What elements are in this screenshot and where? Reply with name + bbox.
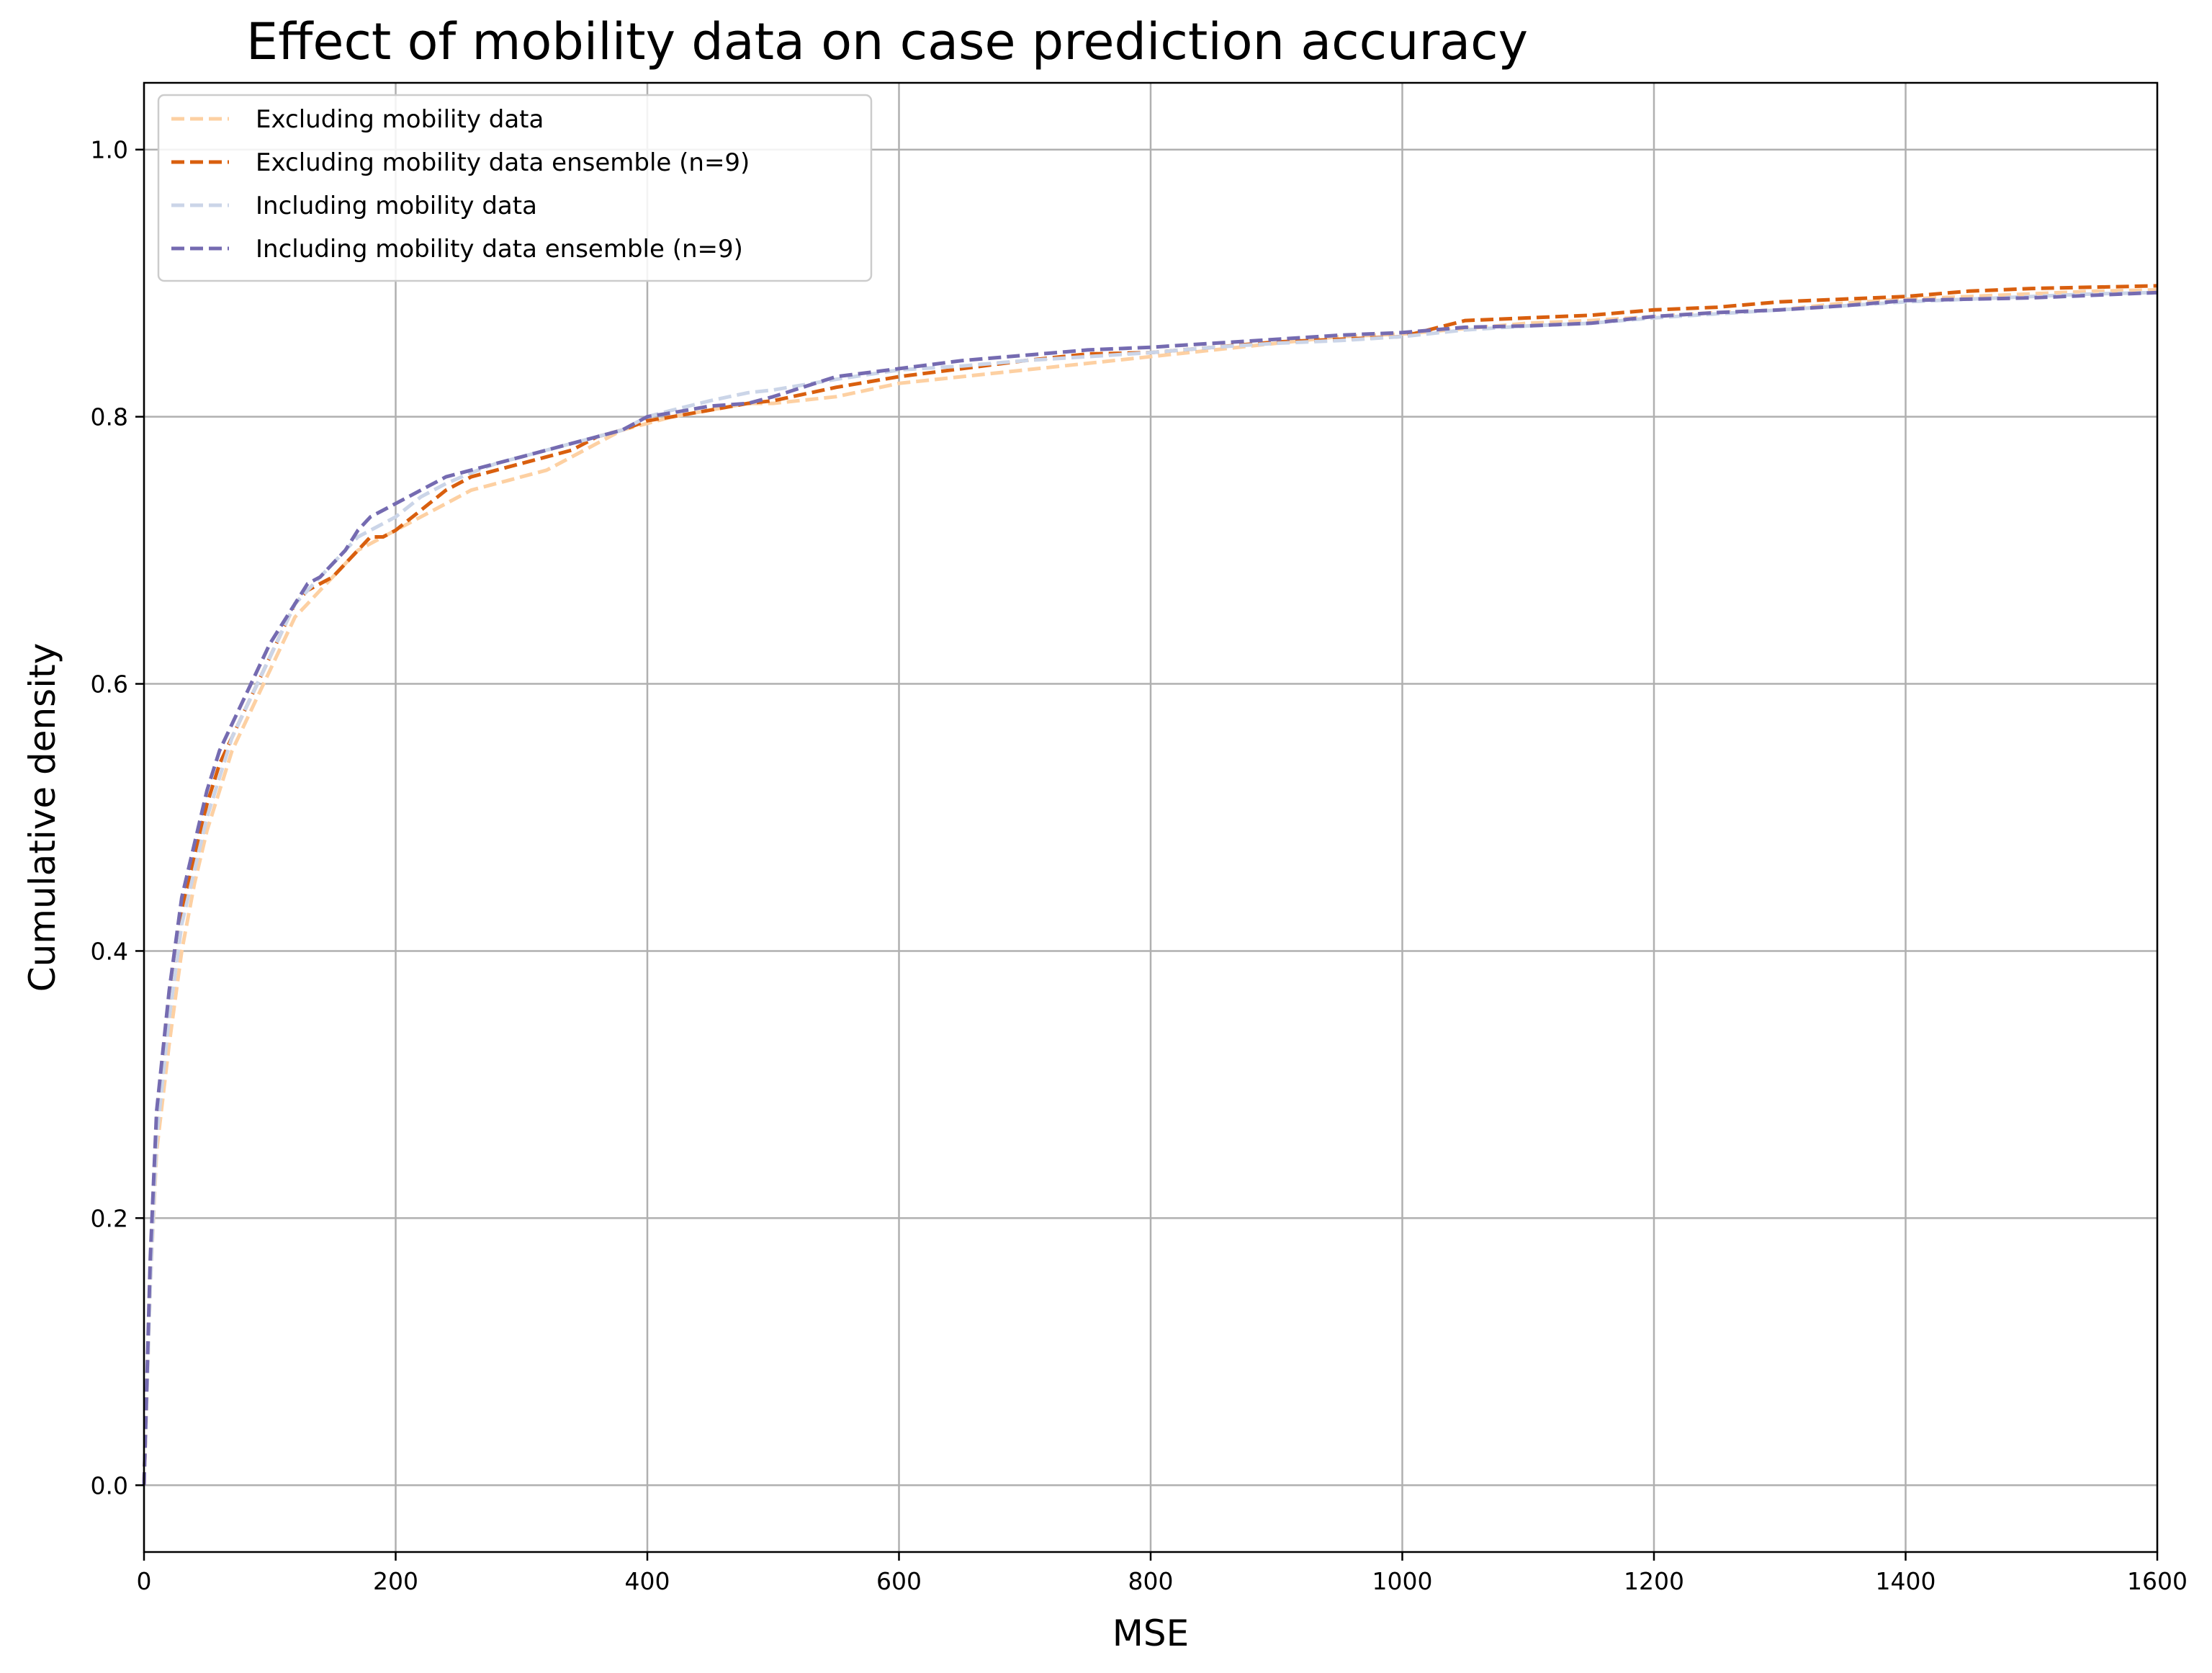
x-tick-label: 1400 [1876,1567,1936,1595]
x-tick-label: 1200 [1624,1567,1684,1595]
legend-box [157,94,873,282]
y-tick-label: 0.8 [91,403,128,431]
legend-label-1: Excluding mobility data [256,105,544,134]
chart-title: Effect of mobility data on case predicti… [246,12,1528,71]
legend-label-3: Including mobility data [256,192,537,220]
y-tick-label: 0.2 [91,1204,128,1232]
series-line-2 [142,284,2158,1486]
x-tick-label: 1000 [1372,1567,1433,1595]
x-axis-title: MSE [1112,1613,1189,1654]
x-tick-label: 600 [876,1567,922,1595]
x-axis-ticks: 0 200 400 600 800 1000 1200 1400 1600 [137,1552,2188,1595]
y-axis-title: Cumulative density [22,643,63,992]
series-line-4 [142,290,2158,1486]
x-tick-label: 800 [1128,1567,1174,1595]
series-line-1 [142,288,2158,1486]
x-tick-label: 200 [373,1567,418,1595]
series-group [142,284,2158,1486]
y-tick-label: 1.0 [91,136,128,164]
x-tick-label: 400 [625,1567,670,1595]
y-tick-label: 0.6 [91,670,128,699]
y-tick-label: 0.0 [91,1471,128,1499]
legend-label-2: Excluding mobility data ensemble (n=9) [256,148,750,177]
x-tick-label: 0 [137,1567,152,1595]
y-axis-ticks: 0.0 0.2 0.4 0.6 0.8 1.0 [91,136,144,1499]
legend: Excluding mobility data Excluding mobilit… [157,94,873,282]
y-tick-label: 0.4 [91,937,128,965]
x-tick-label: 1600 [2127,1567,2188,1595]
legend-label-4: Including mobility data ensemble (n=9) [256,235,743,264]
